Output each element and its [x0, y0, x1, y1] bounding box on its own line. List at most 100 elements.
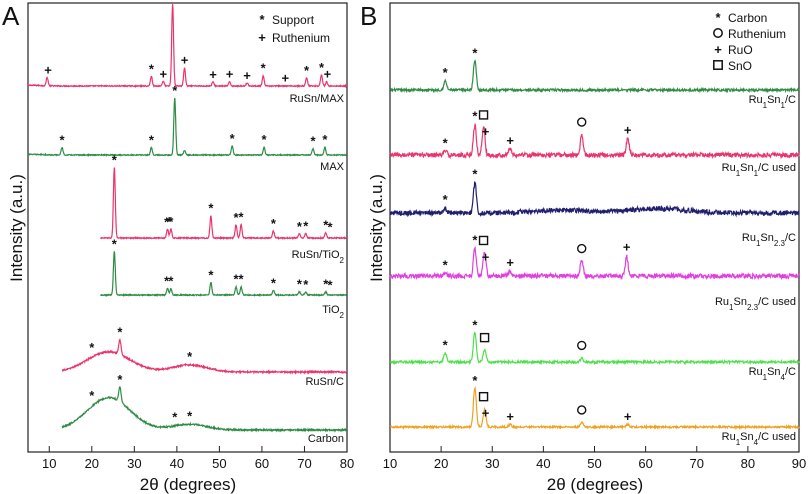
peak-marker: +: [226, 67, 234, 82]
peak-marker: *: [443, 192, 449, 207]
peak-marker: +: [624, 409, 632, 424]
peak-marker: *: [443, 258, 449, 273]
peak-marker: [577, 405, 587, 415]
peak-marker: *: [167, 214, 173, 229]
peak-marker: *: [319, 60, 325, 75]
legend-label: SnO: [728, 59, 752, 73]
peak-marker: *: [310, 134, 316, 149]
peak-marker: *: [187, 409, 193, 424]
peak-marker: +: [209, 67, 217, 82]
legend-symbol: [713, 28, 723, 38]
x-tick-label: 80: [741, 456, 755, 471]
panel-a-legend: * Support + Ruthenium: [258, 12, 330, 45]
peak-marker: *: [230, 131, 236, 146]
peak-marker: *: [117, 324, 123, 339]
xrd-trace-a-5: [61, 386, 347, 433]
peak-marker: *: [472, 167, 478, 182]
xrd-trace-b-5: [389, 385, 800, 431]
panel-a-x-axis: 10 20 30 40 50 60 70 80: [42, 446, 354, 471]
x-tick-label: 60: [638, 456, 652, 471]
series-label: Ru1Sn4/C: [749, 366, 796, 382]
peak-marker: +: [506, 255, 514, 270]
legend-label: Ruthenium: [728, 27, 786, 41]
series-label: Ru1Sn1/C: [749, 94, 796, 110]
peak-marker: *: [304, 63, 310, 78]
peak-marker: *: [89, 388, 95, 403]
peak-marker: *: [89, 340, 95, 355]
peak-marker: *: [59, 133, 65, 148]
peak-marker: *: [327, 220, 333, 235]
panel-b-plot: 10 20 30 40 50 60 70 80 90 * * Ru1Sn1/C * * + + + Ru1Sn1…: [367, 2, 806, 494]
legend-symbol: *: [715, 10, 721, 25]
peak-marker: [577, 243, 587, 254]
panel-b-legend: * Carbon Ruthenium + RuO SnO: [713, 10, 786, 73]
xrd-trace-b-3: [389, 245, 800, 281]
series-label: TiO2: [322, 304, 344, 320]
peak-marker: *: [149, 62, 155, 77]
peak-marker: *: [172, 410, 178, 425]
peak-marker: [577, 117, 587, 127]
x-tick-label: 70: [297, 456, 311, 471]
peak-marker: [478, 235, 489, 246]
xrd-trace-a-2: [99, 167, 348, 241]
x-tick-label: 20: [434, 456, 448, 471]
legend-symbol: [713, 60, 723, 70]
series-label: RuSn/MAX: [290, 93, 345, 105]
peak-marker: +: [624, 123, 632, 138]
xrd-trace-b-1: [389, 123, 800, 160]
peak-marker: *: [112, 236, 118, 251]
legend-symbol: +: [258, 30, 266, 45]
x-tick-label: 40: [170, 456, 184, 471]
panel-letter-a: A: [2, 1, 20, 31]
peak-marker: *: [271, 216, 277, 231]
peak-marker: +: [482, 124, 490, 139]
peak-marker: *: [443, 135, 449, 150]
xrd-trace-a-0: [27, 4, 348, 89]
peak-marker: *: [168, 273, 174, 288]
peak-marker: *: [443, 337, 449, 352]
panel-a-y-axis-title: Intensity (a.u.): [7, 174, 26, 282]
peak-marker: *: [164, 273, 170, 288]
peak-marker: *: [168, 214, 174, 229]
panel-letter-b: B: [360, 1, 377, 31]
peak-marker: *: [472, 318, 478, 333]
x-tick-label: 10: [42, 456, 56, 471]
peak-marker: *: [117, 372, 123, 387]
peak-marker: +: [506, 409, 514, 424]
x-tick-label: 80: [340, 456, 354, 471]
peak-marker: *: [303, 277, 309, 292]
xrd-trace-a-3: [100, 251, 348, 298]
xrd-trace-b-4: [389, 331, 800, 366]
series-label: RuSn/TiO2: [292, 249, 345, 265]
peak-marker: *: [297, 219, 303, 234]
peak-marker: [478, 110, 489, 120]
peak-marker: *: [323, 218, 329, 233]
peak-marker: *: [297, 277, 303, 292]
series-label: RuSn/C: [305, 376, 344, 388]
legend-label: RuO: [728, 43, 753, 57]
peak-marker: *: [472, 373, 478, 388]
peak-marker: *: [208, 201, 214, 216]
x-tick-label: 10: [383, 456, 397, 471]
series-label: Ru1Sn4/C used: [722, 431, 796, 447]
legend-symbol: *: [259, 12, 265, 27]
peak-marker: +: [282, 71, 290, 86]
peak-marker: +: [159, 66, 167, 81]
peak-marker: *: [472, 46, 478, 61]
peak-marker: *: [208, 268, 214, 283]
legend-label: Support: [272, 13, 315, 27]
peak-marker: [577, 340, 587, 351]
peak-marker: *: [239, 272, 245, 287]
peak-marker: +: [324, 66, 332, 81]
x-tick-label: 50: [587, 456, 601, 471]
x-tick-label: 30: [485, 456, 499, 471]
peak-marker: *: [112, 153, 118, 168]
panel-a-x-axis-title: 2θ (degrees): [140, 475, 236, 494]
peak-marker: *: [271, 275, 277, 290]
peak-marker: *: [172, 83, 178, 98]
peak-marker: *: [443, 65, 449, 80]
peak-marker: *: [327, 277, 333, 292]
peak-marker: +: [623, 240, 631, 255]
